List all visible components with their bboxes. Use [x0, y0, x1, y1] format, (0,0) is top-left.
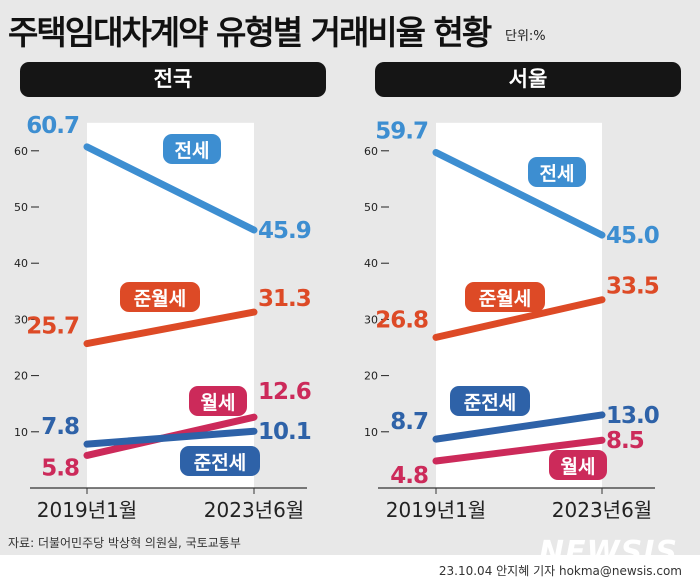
series-label: 준전세: [194, 452, 246, 474]
series-line-준월세: [432, 296, 606, 341]
series-line-월세: [432, 436, 606, 465]
series-label: 월세: [201, 392, 236, 414]
series-label-badge: [163, 134, 221, 164]
series-line-준전세: [83, 427, 258, 448]
data-label: 8.5: [606, 428, 644, 454]
data-label: 26.8: [375, 307, 428, 333]
y-tick-label: 30: [364, 313, 378, 326]
data-label: 4.8: [390, 463, 428, 489]
credit-line: 23.10.04 안지혜 기자 hokma@newsis.com: [438, 564, 682, 578]
series-line-전세: [432, 148, 606, 239]
series-line-준전세: [432, 411, 606, 443]
y-tick-label: 20: [364, 370, 378, 383]
data-label: 7.8: [41, 414, 79, 440]
series-label-badge: [180, 446, 260, 476]
data-label: 33.5: [606, 274, 659, 300]
data-label: 5.8: [41, 455, 79, 481]
x-tick-label: 2019년1월: [37, 498, 137, 522]
series-label: 전세: [175, 140, 210, 162]
data-label: 8.7: [390, 409, 428, 435]
series-label: 준전세: [464, 392, 516, 414]
data-label: 45.9: [258, 218, 311, 244]
data-label: 13.0: [606, 403, 659, 429]
series-label: 준월세: [134, 288, 186, 310]
chart: 10 20 30 40 50 60 2019년1월 2023년6월 60.7 45.9 전세 25.7…: [14, 113, 660, 522]
y-tick-label: 40: [14, 257, 28, 270]
y-tick-label: 10: [364, 426, 378, 439]
panel-title-national: 전국: [20, 62, 326, 97]
series-label: 월세: [561, 456, 596, 478]
y-tick-label: 20: [14, 370, 28, 383]
series-label: 준월세: [479, 288, 531, 310]
source-note: 자료: 더불어민주당 박상혁 의원실, 국토교통부: [8, 536, 241, 550]
newsis-logo: NEWSIS: [538, 535, 678, 570]
panel-title-seoul: 서울: [375, 62, 681, 97]
unit-label: 단위:%: [505, 29, 546, 44]
x-tick-label: 2019년1월: [386, 498, 486, 522]
data-label: 59.7: [375, 118, 428, 144]
y-tick-label: 50: [14, 201, 28, 214]
x-tick-label: 2023년6월: [204, 498, 304, 522]
y-tick-label: 60: [364, 145, 378, 158]
y-tick-label: 50: [364, 201, 378, 214]
data-label: 60.7: [26, 113, 79, 139]
x-tick-label: 2023년6월: [552, 498, 652, 522]
data-label: 10.1: [258, 419, 311, 445]
series-line-전세: [83, 143, 258, 234]
series-label-badge: [450, 386, 530, 416]
y-tick-label: 60: [14, 145, 28, 158]
series-label-badge: [465, 282, 545, 312]
y-tick-label: 30: [14, 313, 28, 326]
y-tick-label: 40: [364, 257, 378, 270]
y-tick-label: 10: [14, 426, 28, 439]
data-label: 12.6: [258, 379, 311, 405]
series-label: 전세: [540, 163, 575, 185]
series-label-badge: [120, 282, 200, 312]
series-label-badge: [549, 450, 607, 480]
data-label: 31.3: [258, 286, 311, 312]
series-label-badge: [528, 157, 586, 187]
data-label: 45.0: [606, 223, 659, 249]
series-line-준월세: [83, 308, 258, 348]
series-label-badge: [189, 386, 247, 416]
page-title: 주택임대차계약 유형별 거래비율 현황: [8, 13, 492, 52]
data-label: 25.7: [26, 314, 79, 340]
